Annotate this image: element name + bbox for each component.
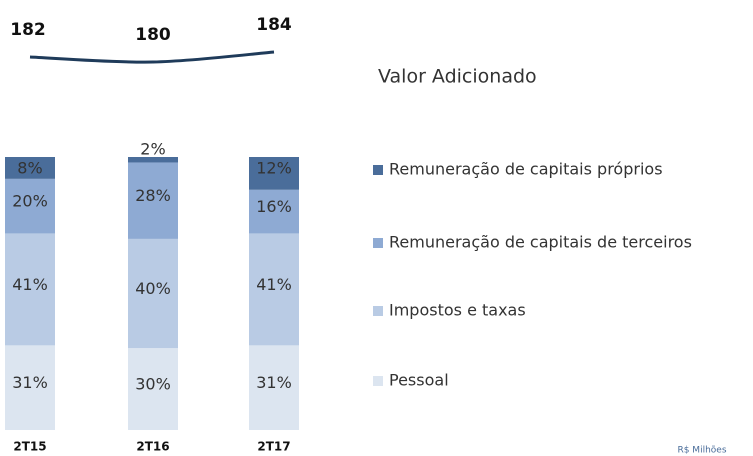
bar-segment [5,157,55,179]
legend-swatch [373,376,383,386]
value-label: 12% [256,159,292,178]
x-tick-label: 2T17 [257,440,290,454]
total-label: 182 [10,20,46,40]
value-label: 40% [135,279,171,298]
total-label: 184 [256,15,292,35]
value-label: 28% [135,186,171,205]
bar-segment [249,345,299,430]
bar-segment [5,178,55,234]
x-tick-label: 2T15 [13,440,46,454]
total-label: 180 [135,25,171,45]
legend-swatch [373,165,383,175]
value-label: 2% [140,140,165,159]
bar-segment [128,238,178,349]
bar-segment [5,233,55,346]
value-label: 20% [12,192,48,211]
totals-line [29,50,275,64]
bar-segment [249,189,299,234]
bar-segment [249,233,299,346]
value-label: 41% [12,275,48,294]
legend-label: Remuneração de capitais de terceiros [389,233,692,252]
legend-label: Impostos e taxas [389,301,526,320]
x-tick-label: 2T16 [136,440,169,454]
value-label: 41% [256,275,292,294]
legend-swatch [373,238,383,248]
legend-swatch [373,306,383,316]
bar-segment [5,345,55,430]
legend-label: Pessoal [389,371,449,390]
value-label: 30% [135,375,171,394]
value-label: 31% [256,373,292,392]
bar-segment [128,157,178,163]
chart-title: Valor Adicionado [378,66,537,88]
value-label: 8% [17,159,42,178]
bar-segment [128,348,178,430]
bar-segment [128,162,178,239]
value-label: 31% [12,373,48,392]
value-label: 16% [256,197,292,216]
bar-segment [249,157,299,190]
legend-label: Remuneração de capitais próprios [389,160,663,179]
unit-note: R$ Milhões [677,446,726,456]
